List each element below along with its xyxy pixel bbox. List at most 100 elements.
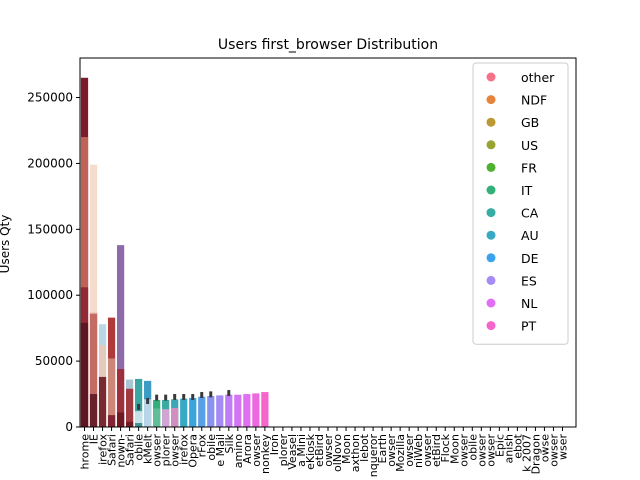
bar-12 [189,398,197,427]
legend-label-0: other [521,70,555,85]
x-tick-label-33: Earth [376,434,389,464]
x-tick-label-39: etBird [430,434,443,467]
legend-label-10: NL [521,296,537,311]
x-tick-label-49: k 2007 [520,434,533,472]
bar-overlay-19 [171,407,179,427]
bar-16 [225,394,233,427]
legend-marker-1 [486,95,496,105]
bar-overlay-2 [80,322,89,427]
bar-6 [135,378,143,427]
x-tick-label-6: obile [133,434,146,461]
bar-20 [261,392,269,427]
legend-marker-10 [486,298,496,308]
legend-label-6: CA [521,206,539,221]
x-tick-label-47: anish [502,434,515,463]
x-tick-label-45: owser [484,434,497,467]
x-tick-label-48: ebot [511,433,524,458]
bar-overlay-13 [125,421,134,427]
bar-overlay-11 [116,412,125,427]
legend: other NDF GB US FR IT CA AU DE ES NL PT [472,62,569,345]
x-tick-label-41: Moon [448,434,461,464]
x-tick-label-18: Arora [241,434,254,464]
x-tick-label-31: lebot [358,433,371,462]
x-tick-label-25: eKiosk [304,433,317,469]
y-tick-label-1: 50000 [35,354,73,368]
legend-marker-0 [486,72,496,82]
x-tick-label-11: irefox [178,434,191,465]
bar-overlay-16 [144,399,152,427]
x-tick-label-19: owser [250,434,263,467]
bar-13 [198,396,206,427]
x-tick-label-2: irefox [97,434,110,465]
x-tick-label-21: Iron [268,434,281,455]
x-tick-label-23: Veasel [286,434,299,470]
x-tick-label-7: kMelt [142,433,155,464]
x-tick-label-24: a Mini [295,434,308,467]
legend-label-8: DE [521,251,539,266]
x-tick-label-52: owser [547,434,560,467]
error-bar-8 [209,391,213,398]
x-tick-label-13: rFox [196,434,209,458]
bar-overlay-5 [89,394,98,427]
x-tick-label-14: obile [205,434,218,461]
error-bar-7 [200,392,204,399]
bar-overlay-9 [107,415,116,427]
x-tick-label-27: owser [322,434,335,467]
overlay-layer [80,137,179,428]
legend-marker-8 [486,253,496,263]
x-tick-label-1: IE [88,434,101,444]
x-tick-label-46: Epic [493,434,506,457]
legend-label-4: FR [521,160,537,175]
x-tick-label-4: nown- [115,434,128,468]
legend-label-11: PT [521,319,537,334]
error-bar-6 [191,394,195,401]
x-tick-label-30: axthon [349,434,362,472]
bar-14 [207,396,215,427]
x-tick-label-43: obile [466,434,479,461]
legend-marker-3 [486,140,496,150]
y-axis-label: Users Qty [0,215,12,274]
x-tick-label-34: owser [385,434,398,467]
x-tick-label-29: Moon [340,434,353,464]
x-tick-label-28: olNovo [331,434,344,472]
error-bar-5 [182,394,186,401]
bar-overlay-17 [153,408,161,427]
bar-overlay-14 [135,411,143,427]
x-tick-label-15: e Mail [214,434,227,467]
bar-overlay-15 [135,423,143,427]
x-tick-label-17: amino [232,434,245,468]
x-tick-label-53: wser [556,434,569,460]
legend-marker-9 [486,275,496,285]
legend-marker-2 [486,117,496,127]
x-tick-label-32: nqueror [367,434,380,478]
x-tick-label-0: hrome [79,434,92,470]
y-tick-label-4: 200000 [27,156,73,170]
bar-4 [116,245,125,427]
x-tick-label-9: plorer [160,434,173,467]
bar-overlay-3 [89,164,98,427]
y-tick-label-5: 250000 [27,91,73,105]
bar-18 [243,394,251,427]
error-bar-0 [137,403,141,410]
legend-label-7: AU [521,228,539,243]
y-tick-label-0: 0 [65,420,73,434]
x-tick-label-44: owser [475,434,488,467]
x-tick-label-38: owser [421,434,434,467]
y-tick-label-2: 100000 [27,288,73,302]
y-tick-label-3: 150000 [27,222,73,236]
legend-box [472,62,569,345]
x-tick-label-3: Safari [106,434,119,466]
x-tick-label-50: Dragon [529,434,542,474]
x-tick-label-42: owser [457,434,470,467]
x-ticks: hromeIEirefoxSafarinown-SafariobilekMelt… [79,427,569,478]
bar-11 [180,398,188,427]
bar-overlay-8 [107,358,116,427]
legend-marker-11 [486,321,496,331]
error-bar-4 [173,394,177,401]
x-tick-label-16: Silk [223,433,236,453]
error-bars-layer [137,390,231,410]
error-bar-2 [155,394,159,401]
error-bar-9 [227,390,231,397]
legend-marker-4 [486,162,496,172]
